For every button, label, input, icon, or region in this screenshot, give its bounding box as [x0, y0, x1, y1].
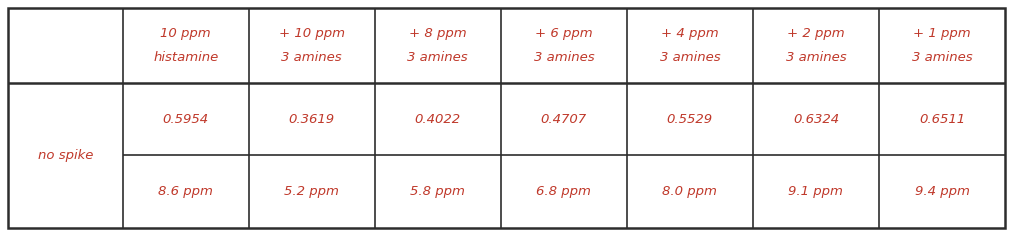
- Text: 0.3619: 0.3619: [289, 113, 334, 126]
- Text: 3 amines: 3 amines: [912, 51, 972, 64]
- Text: 3 amines: 3 amines: [407, 51, 468, 64]
- Text: 3 amines: 3 amines: [786, 51, 846, 64]
- Text: no spike: no spike: [37, 149, 93, 162]
- Text: 0.4022: 0.4022: [414, 113, 461, 126]
- Text: + 8 ppm: + 8 ppm: [409, 27, 467, 40]
- Text: 0.4707: 0.4707: [541, 113, 587, 126]
- Text: 0.5954: 0.5954: [163, 113, 209, 126]
- Text: 3 amines: 3 amines: [282, 51, 342, 64]
- Text: + 1 ppm: + 1 ppm: [913, 27, 970, 40]
- Text: 3 amines: 3 amines: [534, 51, 595, 64]
- Text: 5.2 ppm: 5.2 ppm: [285, 185, 339, 198]
- Text: + 2 ppm: + 2 ppm: [787, 27, 845, 40]
- Text: 8.6 ppm: 8.6 ppm: [158, 185, 213, 198]
- Text: 0.5529: 0.5529: [667, 113, 713, 126]
- Text: + 10 ppm: + 10 ppm: [279, 27, 344, 40]
- Text: 6.8 ppm: 6.8 ppm: [537, 185, 592, 198]
- Text: 0.6511: 0.6511: [919, 113, 965, 126]
- Text: 10 ppm: 10 ppm: [160, 27, 211, 40]
- Text: 3 amines: 3 amines: [659, 51, 720, 64]
- Text: + 6 ppm: + 6 ppm: [535, 27, 593, 40]
- Text: 8.0 ppm: 8.0 ppm: [663, 185, 717, 198]
- Text: 9.1 ppm: 9.1 ppm: [788, 185, 844, 198]
- Text: 9.4 ppm: 9.4 ppm: [915, 185, 969, 198]
- Text: + 4 ppm: + 4 ppm: [661, 27, 718, 40]
- Text: 5.8 ppm: 5.8 ppm: [410, 185, 465, 198]
- Text: 0.6324: 0.6324: [793, 113, 839, 126]
- Text: histamine: histamine: [153, 51, 219, 64]
